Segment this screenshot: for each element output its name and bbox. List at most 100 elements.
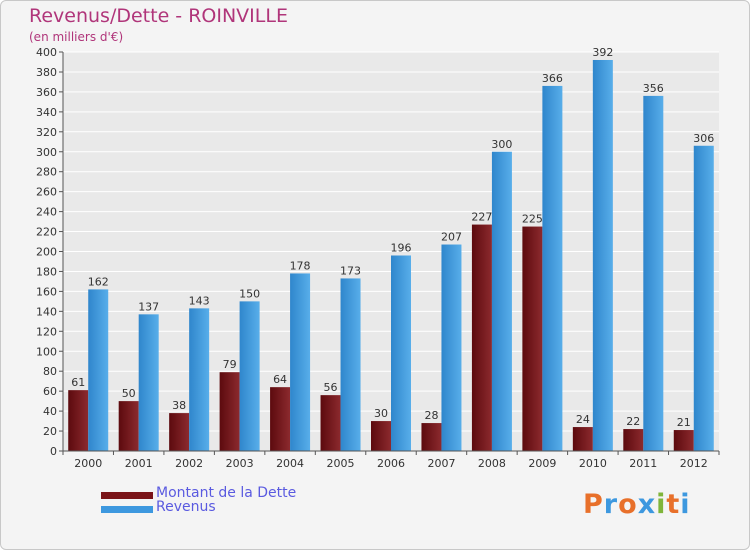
bar-dette [320, 395, 341, 451]
x-tick-label: 2009 [528, 457, 556, 470]
logo-letter: x [637, 489, 657, 520]
legend-swatch-revenus [101, 506, 153, 513]
y-tick-label: 0 [50, 445, 57, 458]
data-label-revenus: 162 [88, 275, 109, 288]
axis-layer: 0 20 40 60 80 100 120 140 160 180 200 220 240 260 280 3… [36, 46, 720, 470]
data-label-revenus: 356 [643, 82, 664, 95]
bar-revenus [391, 255, 411, 451]
legend-label-revenus: Revenus [156, 499, 216, 515]
x-tick-label: 2008 [478, 457, 506, 470]
x-tick-label: 2004 [276, 457, 304, 470]
y-tick-label: 320 [36, 126, 57, 139]
data-label-revenus: 300 [491, 138, 512, 151]
bar-revenus [239, 301, 260, 451]
labels-layer: 61 162 50 137 38 143 79 150 64 178 56 173 30 196 28 207… [71, 46, 714, 429]
bar-dette [673, 430, 694, 451]
data-label-dette: 22 [626, 415, 640, 428]
x-tick-label: 2007 [427, 457, 455, 470]
data-label-dette: 61 [71, 376, 85, 389]
data-label-dette: 38 [172, 399, 186, 412]
logo-letter: P [583, 489, 604, 520]
bar-revenus [138, 314, 159, 451]
bar-dette [118, 401, 139, 451]
bar-dette [68, 390, 89, 451]
data-label-revenus: 366 [542, 72, 563, 85]
data-label-dette: 64 [273, 373, 287, 386]
bar-revenus [189, 308, 210, 451]
logo-letter: r [603, 489, 619, 520]
data-label-dette: 24 [576, 413, 590, 426]
data-label-revenus: 196 [391, 241, 412, 254]
x-tick-label: 2002 [175, 457, 203, 470]
logo-letter: i [656, 489, 667, 520]
y-tick-label: 60 [43, 385, 57, 398]
data-label-revenus: 173 [340, 264, 361, 277]
data-label-dette: 225 [522, 213, 543, 226]
bar-dette [471, 224, 492, 451]
bar-revenus [693, 145, 714, 451]
proxiti-logo: Proxiti [583, 489, 691, 520]
y-tick-label: 200 [36, 246, 57, 259]
data-label-revenus: 137 [138, 300, 159, 313]
bars-layer [68, 59, 714, 451]
y-tick-label: 360 [36, 86, 57, 99]
data-label-dette: 28 [424, 409, 438, 422]
logo-letter: t [666, 489, 681, 520]
y-tick-label: 280 [36, 166, 57, 179]
x-tick-label: 2010 [579, 457, 607, 470]
y-tick-label: 100 [36, 345, 57, 358]
data-label-revenus: 143 [189, 294, 210, 307]
bar-revenus [88, 289, 109, 451]
x-tick-label: 2012 [680, 457, 708, 470]
chart-title: Revenus/Dette - ROINVILLE [29, 5, 288, 27]
y-tick-label: 340 [36, 106, 57, 119]
bar-dette [623, 429, 644, 451]
y-tick-label: 80 [43, 365, 57, 378]
y-tick-label: 260 [36, 186, 57, 199]
bar-revenus [491, 151, 512, 451]
legend-swatch-dette [101, 492, 153, 499]
data-label-dette: 21 [677, 416, 691, 429]
y-tick-label: 300 [36, 146, 57, 159]
bar-revenus [643, 95, 664, 451]
bar-revenus [542, 85, 563, 451]
logo-letter: i [680, 489, 691, 520]
data-label-revenus: 207 [441, 231, 462, 244]
bar-dette [270, 387, 291, 451]
x-tick-label: 2005 [327, 457, 355, 470]
x-tick-label: 2006 [377, 457, 405, 470]
y-tick-label: 140 [36, 305, 57, 318]
x-tick-label: 2003 [226, 457, 254, 470]
bar-dette [169, 413, 190, 451]
bar-dette [572, 427, 593, 451]
y-tick-label: 220 [36, 226, 57, 239]
chart-subtitle: (en milliers d'€) [29, 30, 124, 44]
bar-dette [522, 226, 543, 451]
data-label-dette: 50 [122, 387, 136, 400]
y-tick-label: 20 [43, 425, 57, 438]
legend-label-dette: Montant de la Dette [156, 485, 297, 501]
data-label-dette: 30 [374, 407, 388, 420]
data-label-dette: 56 [324, 381, 338, 394]
bar-dette [371, 421, 391, 451]
bar-revenus [592, 59, 613, 451]
y-tick-label: 400 [36, 46, 57, 59]
y-tick-label: 380 [36, 66, 57, 79]
bar-dette [219, 372, 240, 451]
data-label-dette: 227 [471, 211, 492, 224]
data-label-revenus: 392 [592, 46, 613, 59]
x-tick-label: 2000 [74, 457, 102, 470]
y-tick-label: 240 [36, 206, 57, 219]
bar-revenus [290, 273, 311, 451]
y-tick-label: 180 [36, 265, 57, 278]
bar-revenus [340, 278, 361, 451]
y-tick-label: 160 [36, 285, 57, 298]
data-label-revenus: 306 [693, 132, 714, 145]
data-label-dette: 79 [223, 358, 237, 371]
logo-letter: o [618, 489, 638, 520]
bar-dette [421, 423, 442, 451]
data-label-revenus: 150 [239, 287, 260, 300]
data-label-revenus: 178 [290, 259, 311, 272]
